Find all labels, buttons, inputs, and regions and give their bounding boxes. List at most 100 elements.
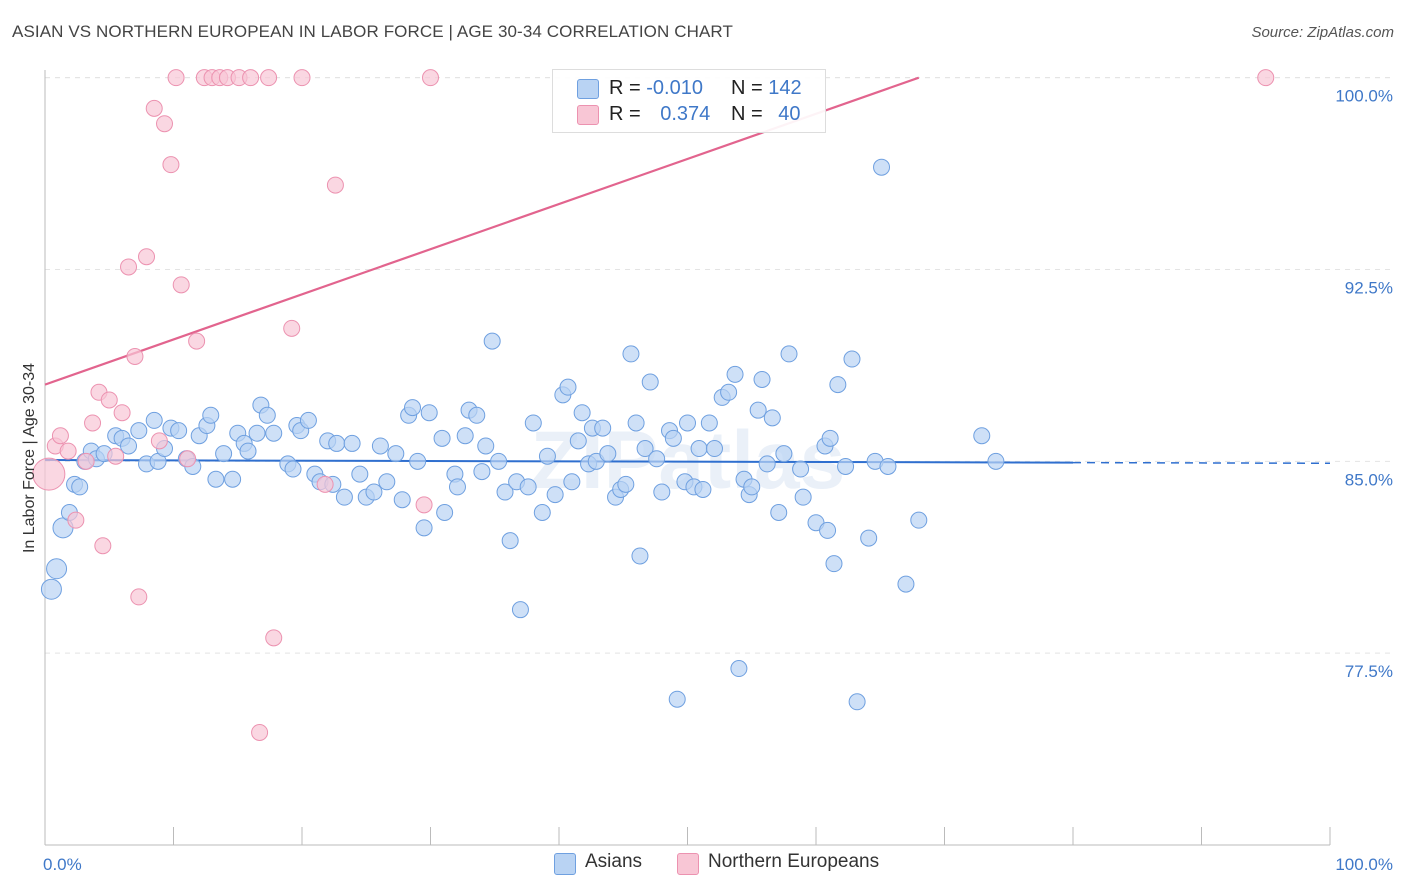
asians-point xyxy=(780,345,798,363)
asians-point xyxy=(299,411,317,429)
asians-point xyxy=(705,440,723,458)
legend-r-value: 0.374 xyxy=(660,103,711,125)
asians-point xyxy=(617,475,635,493)
asians-point xyxy=(433,429,451,447)
asians-point xyxy=(825,555,843,573)
asians-point xyxy=(743,478,761,496)
asians-point xyxy=(694,480,712,498)
northern-point xyxy=(59,442,77,460)
asians-point xyxy=(120,437,138,455)
asians-point xyxy=(829,376,847,394)
northern-point xyxy=(150,432,168,450)
northern-point xyxy=(242,69,260,87)
northern-point xyxy=(415,496,433,514)
asians-point xyxy=(843,350,861,368)
northern-point xyxy=(100,391,118,409)
northern-point xyxy=(1257,69,1275,87)
asians-point xyxy=(258,406,276,424)
asians-point xyxy=(215,445,233,463)
northern-point xyxy=(77,452,95,470)
asians-point xyxy=(730,660,748,678)
asians-point xyxy=(170,422,188,440)
asians-point xyxy=(627,414,645,432)
asians-point xyxy=(648,450,666,468)
asians-point xyxy=(910,511,928,529)
northern-point xyxy=(67,511,85,529)
asians-point xyxy=(897,575,915,593)
legend-r-value: -0.010 xyxy=(646,77,703,99)
asians-point xyxy=(559,378,577,396)
northern-point xyxy=(326,176,344,194)
northern-point xyxy=(138,248,156,266)
northern-point xyxy=(172,276,190,294)
x-tick-label: 100.0% xyxy=(1335,855,1393,874)
northern-point xyxy=(156,115,174,133)
northern-point xyxy=(265,629,283,647)
northern-point xyxy=(422,69,439,87)
asians-legend-label: Asians xyxy=(585,851,643,872)
northern-point xyxy=(188,332,206,350)
northern-legend-label: Northern Europeans xyxy=(708,851,880,872)
northern-point xyxy=(260,69,278,87)
asians-point xyxy=(848,693,866,711)
asians-point xyxy=(573,404,591,422)
asians-point xyxy=(664,429,682,447)
asians-point xyxy=(284,460,302,478)
asians-point xyxy=(679,414,696,432)
asians-point xyxy=(224,470,242,488)
asians-point xyxy=(641,373,659,391)
asians-point xyxy=(821,429,839,447)
asians-point xyxy=(490,452,508,470)
y-axis-title: In Labor Force | Age 30-34 xyxy=(21,363,38,553)
x-tick-label: 0.0% xyxy=(43,855,82,874)
northern-point xyxy=(145,99,163,117)
asians-point xyxy=(456,427,474,445)
asians-point xyxy=(533,503,551,521)
northern-point xyxy=(94,537,112,555)
northern-point xyxy=(283,319,301,337)
asians-point xyxy=(636,440,654,458)
asians-point xyxy=(524,414,542,432)
asians-point xyxy=(393,491,411,509)
grid-layer xyxy=(45,77,1390,654)
asians-point xyxy=(404,399,422,417)
asians-trendline xyxy=(44,459,1074,464)
asians-point xyxy=(511,601,529,619)
asians-point xyxy=(328,434,346,452)
asians-swatch xyxy=(577,79,599,99)
northern-point xyxy=(126,347,144,365)
asians-point xyxy=(879,457,897,475)
asians-point xyxy=(690,440,708,458)
asians-point xyxy=(387,445,405,463)
trend-layer xyxy=(44,76,1331,465)
asians-point xyxy=(265,424,283,442)
asians-point xyxy=(653,483,671,501)
y-tick-label: 100.0% xyxy=(1335,87,1393,106)
asians-point xyxy=(749,401,767,419)
asians-point xyxy=(248,424,266,442)
stats-legend: R = -0.010 N = 142 R = 0.374 N = 40 xyxy=(552,69,826,133)
asians-point xyxy=(753,370,771,388)
asians-point xyxy=(819,521,837,539)
asians-point xyxy=(599,445,617,463)
asians-point xyxy=(775,445,793,463)
asians-point xyxy=(792,460,810,478)
asians-point xyxy=(726,365,744,383)
northern-point xyxy=(130,588,148,606)
northern-point xyxy=(162,156,180,174)
asians-point xyxy=(207,470,225,488)
asians-point xyxy=(420,404,438,422)
northern-swatch xyxy=(577,105,599,125)
asians-point xyxy=(46,558,68,580)
asians-point xyxy=(130,422,148,440)
chart-title: ASIAN VS NORTHERN EUROPEAN IN LABOR FORC… xyxy=(12,22,733,41)
legend-n-value: 142 xyxy=(768,77,802,99)
asians-point xyxy=(239,442,257,460)
northern-point xyxy=(293,69,311,87)
asians-point xyxy=(720,383,738,401)
asians-point xyxy=(594,419,612,437)
northern-point xyxy=(107,447,125,465)
asians-point xyxy=(700,414,718,432)
asians-trendline-extension xyxy=(1072,461,1331,465)
asians-point xyxy=(477,437,495,455)
